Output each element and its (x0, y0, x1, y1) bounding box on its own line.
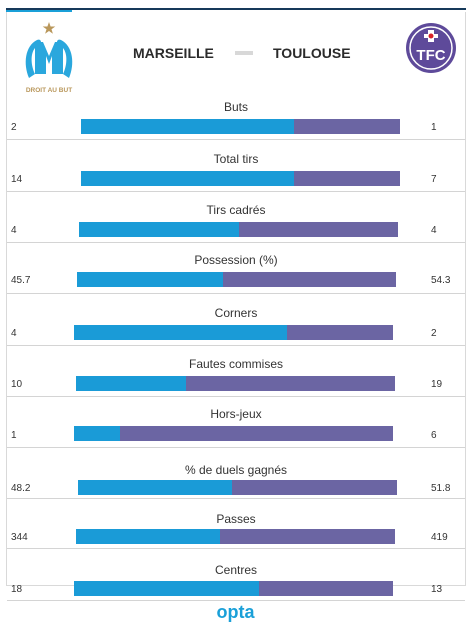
stat-row: Possession (%) 45.7 54.3 (7, 243, 465, 294)
away-stat-value: 13 (431, 584, 443, 595)
home-share-bar (79, 222, 239, 237)
away-share-bar (286, 325, 393, 340)
stat-row: Tirs cadrés 4 4 (7, 192, 465, 243)
home-stat-value: 10 (11, 379, 23, 390)
stat-row: Hors-jeux 1 6 (7, 397, 465, 448)
home-share-bar (74, 581, 260, 596)
home-stat-value: 48.2 (11, 483, 31, 494)
away-stat-value: 19 (431, 379, 443, 390)
home-stat-value: 344 (11, 532, 28, 543)
away-share-bar (219, 529, 395, 544)
stat-label: Tirs cadrés (206, 203, 266, 217)
away-share-bar (231, 480, 397, 495)
stat-label: Fautes commises (188, 357, 284, 371)
away-share-bar (293, 119, 400, 134)
home-share-bar (76, 376, 187, 391)
match-header: DROIT AU BUT MARSEILLE TOULOUSE TFC (7, 12, 465, 94)
om-motto-text: DROIT AU BUT (26, 87, 72, 94)
comparison-bar (77, 272, 396, 287)
home-stat-value: 4 (11, 328, 17, 339)
comparison-bar (74, 426, 393, 441)
home-share-bar (74, 426, 120, 441)
comparison-bar (74, 325, 393, 340)
home-stat-value: 45.7 (11, 275, 31, 286)
stat-label: Buts (223, 100, 248, 114)
stat-label: Centres (214, 563, 258, 577)
away-stat-value: 6 (431, 430, 437, 441)
away-stat-value: 54.3 (431, 275, 451, 286)
stat-row: Fautes commises 10 19 (7, 346, 465, 397)
home-stat-value: 14 (11, 174, 23, 185)
away-share-bar (259, 581, 393, 596)
away-team-name: TOULOUSE (273, 45, 351, 61)
home-share-bar (78, 480, 232, 495)
stat-row: % de duels gagnés 48.2 51.8 (7, 448, 465, 499)
toulouse-logo: TFC (406, 23, 456, 73)
stat-row: Passes 344 419 (7, 499, 465, 549)
comparison-bar (79, 222, 398, 237)
away-share-bar (186, 376, 395, 391)
away-stat-value: 1 (431, 122, 437, 133)
stat-label: Passes (216, 512, 256, 526)
away-share-bar (119, 426, 393, 441)
away-stat-value: 4 (431, 225, 437, 236)
stat-label: % de duels gagnés (184, 463, 288, 477)
stats-list: Buts 2 1 Total tirs 14 7 Tirs cadrés 4 4 Possessi… (7, 90, 465, 601)
comparison-bar (76, 376, 395, 391)
away-stat-value: 419 (431, 532, 448, 543)
home-share-bar (76, 529, 220, 544)
versus-separator (235, 51, 253, 55)
match-stats-card: DROIT AU BUT MARSEILLE TOULOUSE TFC Buts… (6, 12, 466, 601)
home-stat-value: 4 (11, 225, 17, 236)
stat-label: Total tirs (213, 152, 259, 166)
stat-row: Buts 2 1 (7, 90, 465, 140)
opta-brand-logo: opta (216, 602, 255, 622)
top-border-line (6, 8, 466, 10)
comparison-bar (81, 119, 400, 134)
home-share-bar (81, 171, 294, 186)
away-share-bar (293, 171, 400, 186)
stat-label: Hors-jeux (210, 407, 262, 421)
stat-label: Corners (214, 306, 258, 320)
stat-row: Total tirs 14 7 (7, 140, 465, 192)
home-stat-value: 2 (11, 122, 17, 133)
home-share-bar (77, 272, 223, 287)
stat-row: Corners 4 2 (7, 294, 465, 346)
tfc-logo-text: TFC (416, 47, 445, 64)
home-share-bar (81, 119, 294, 134)
away-share-bar (222, 272, 396, 287)
comparison-bar (76, 529, 395, 544)
home-team-name: MARSEILLE (133, 45, 214, 61)
stat-row: Centres 18 13 (7, 549, 465, 601)
away-stat-value: 51.8 (431, 483, 451, 494)
home-stat-value: 1 (11, 430, 17, 441)
marseille-logo: DROIT AU BUT (25, 22, 73, 94)
comparison-bar (74, 581, 393, 596)
comparison-bar (81, 171, 400, 186)
away-stat-value: 7 (431, 174, 437, 185)
home-stat-value: 18 (11, 584, 23, 595)
stat-label: Possession (%) (194, 253, 278, 267)
comparison-bar (78, 480, 397, 495)
away-stat-value: 2 (431, 328, 437, 339)
away-share-bar (238, 222, 398, 237)
top-border-accent (6, 10, 72, 13)
home-share-bar (74, 325, 287, 340)
